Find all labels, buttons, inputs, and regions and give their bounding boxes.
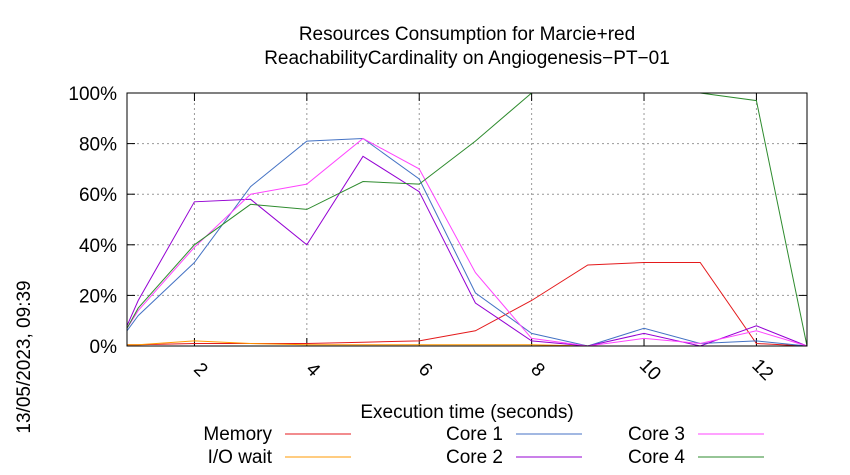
y-tick-label: 20% [79, 286, 117, 307]
y-tick-label: 60% [79, 185, 117, 206]
series-line-memory [127, 262, 808, 347]
y-axis-ticks: 0% 20% 40% 60% 80% 100% [68, 84, 807, 358]
series-line-core-2 [126, 155, 808, 347]
y-tick-label: 40% [79, 236, 117, 257]
series-line-core-1 [126, 137, 808, 347]
series-lines [126, 92, 808, 347]
legend-label: Core 4 [628, 447, 685, 468]
y-tick-label: 100% [68, 84, 117, 105]
chart-subtitle: ReachabilityCardinality on Angiogenesis−… [264, 48, 670, 69]
x-tick-label: 8 [526, 359, 548, 381]
plot-border [126, 92, 808, 347]
chart-title: Resources Consumption for Marcie+red [299, 24, 635, 45]
grid-lines [127, 93, 807, 346]
series-line-core-3 [126, 137, 808, 347]
legend-label: Core 2 [446, 447, 503, 468]
x-axis-label: Execution time (seconds) [360, 402, 573, 423]
x-axis-ticks: 2 4 6 8 10 12 [189, 93, 777, 385]
y-tick-label: 80% [79, 135, 117, 156]
legend-label: I/O wait [208, 447, 273, 468]
series-line-core-4 [126, 92, 808, 347]
timestamp-label: 13/05/2023, 09:39 [14, 280, 35, 433]
x-tick-label: 12 [747, 355, 777, 385]
x-tick-label: 6 [414, 359, 436, 381]
y-tick-label: 0% [90, 337, 118, 358]
x-tick-label: 2 [189, 359, 211, 381]
legend-label: Core 3 [628, 424, 685, 445]
x-tick-label: 4 [302, 359, 325, 382]
legend-label: Memory [203, 424, 272, 445]
legend-label: Core 1 [446, 424, 503, 445]
x-tick-label: 10 [635, 355, 665, 385]
